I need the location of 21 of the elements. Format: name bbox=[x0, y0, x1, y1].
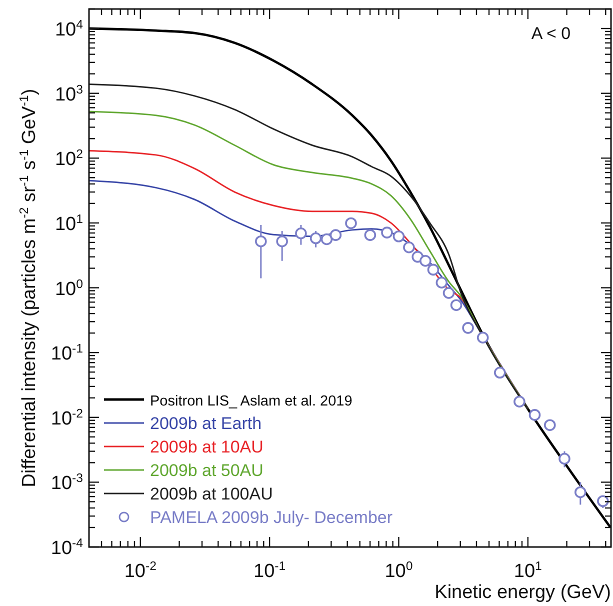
y-tick-label: 10$^{4}$ bbox=[54, 18, 84, 41]
legend-label: 2009b at 10AU bbox=[150, 438, 264, 456]
y-tick-label: 10$^{-4}$ bbox=[50, 536, 84, 559]
x-axis-title: Kinetic energy (GeV) bbox=[434, 582, 611, 603]
legend-label: 2009b at Earth bbox=[150, 414, 262, 433]
y-tick-label: 10$^{1}$ bbox=[54, 212, 84, 235]
legend-label: 2009b at 50AU bbox=[150, 461, 264, 480]
y-tick-label: 10$^{0}$ bbox=[54, 276, 84, 300]
y-tick-label: 10$^{-3}$ bbox=[50, 471, 84, 494]
x-tick-label: 10$^{-2}$ bbox=[124, 559, 157, 582]
x-tick-label: 10$^{1}$ bbox=[514, 559, 542, 582]
x-tick-label: 10$^{0}$ bbox=[384, 559, 413, 582]
legend-label: PAMELA 2009b July- December bbox=[150, 508, 393, 527]
legend-label: Positron LIS_ Aslam et al. 2019 bbox=[150, 394, 352, 410]
y-tick-label: 10$^{-2}$ bbox=[50, 406, 84, 430]
legend-label: 2009b at 100AU bbox=[150, 484, 273, 504]
y-tick-label: 10$^{2}$ bbox=[54, 147, 84, 170]
y-tick-label: 10$^{3}$ bbox=[54, 82, 84, 106]
x-tick-label: 10$^{-1}$ bbox=[254, 559, 286, 582]
y-tick-label: 10$^{-1}$ bbox=[50, 342, 84, 365]
annotation: A < 0 bbox=[531, 24, 571, 43]
